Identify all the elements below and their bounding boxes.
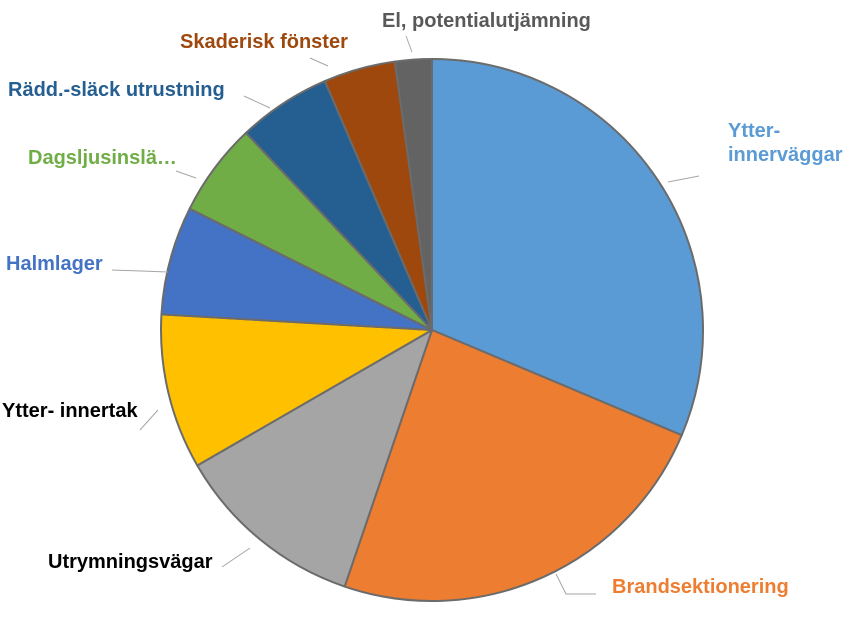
- pie-slice-halmlager: [160, 207, 433, 331]
- slice-label-halmlager: Halmlager: [6, 253, 103, 275]
- leader-line-utrymningsvagar: [221, 547, 251, 568]
- slice-label-radd-slack-utrustning: Rädd.-släck utrustning: [8, 79, 225, 101]
- slice-label-el-potentialutjamning: El, potentialutjämning: [382, 10, 591, 32]
- leader-line-skaderisk-fonster: [309, 57, 329, 67]
- leader-line-radd-slack-utrustning: [243, 95, 271, 109]
- pie-slice-utrymningsvagar: [196, 329, 433, 588]
- slice-label-utrymningsvagar: Utrymningsvägar: [48, 551, 213, 573]
- leader-line-brandsektionering: [555, 573, 596, 595]
- pie-slice-ytter-innervaggar: [431, 58, 704, 437]
- slice-label-ytter-innervaggar: Ytter-innerväggar: [728, 120, 843, 166]
- leader-line-ytter-innertak: [139, 409, 159, 431]
- slice-label-ytter-innertak: Ytter- innertak: [2, 400, 138, 422]
- slice-labels: Ytter-innerväggar Brandsektionering Utrymn…: [2, 10, 843, 598]
- leader-line-dagsljusinsla: [175, 170, 197, 179]
- pie-slice-ytter-innertak: [160, 313, 433, 467]
- pie-slices: [160, 58, 704, 602]
- leader-line-el-potentialutjamning: [405, 35, 413, 53]
- pie-slice-el-potentialutjamning: [393, 58, 433, 331]
- slice-label-brandsektionering: Brandsektionering: [612, 576, 789, 598]
- leader-line-halmlager: [111, 269, 169, 273]
- slice-label-dagsljusinsla: Dagsljusinslä…: [28, 147, 177, 169]
- slice-label-skaderisk-fonster: Skaderisk fönster: [180, 31, 348, 53]
- leader-line-ytter-innervaggar: [667, 175, 700, 183]
- leader-lines: [111, 35, 700, 595]
- pie-slice-brandsektionering: [343, 329, 683, 602]
